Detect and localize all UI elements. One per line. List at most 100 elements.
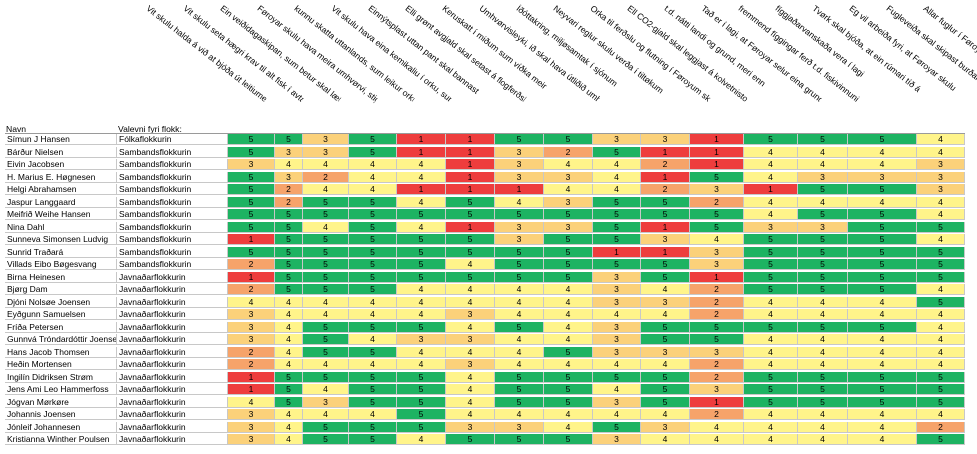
answer-cell[interactable]: 5 [798, 396, 848, 408]
answer-cell[interactable]: 5 [397, 371, 446, 383]
answer-cell[interactable]: 5 [544, 384, 593, 395]
answer-cell[interactable]: 1 [641, 146, 690, 158]
answer-cell[interactable]: 4 [275, 359, 303, 370]
answer-cell[interactable]: 3 [641, 421, 690, 433]
answer-cell[interactable]: 2 [275, 196, 303, 208]
party-cell[interactable]: Sambandsflokkurin [117, 171, 228, 183]
answer-cell[interactable]: 5 [848, 184, 917, 195]
answer-cell[interactable]: 1 [397, 146, 446, 158]
answer-cell[interactable]: 5 [848, 396, 917, 408]
answer-cell[interactable]: 4 [544, 409, 593, 420]
answer-cell[interactable]: 5 [495, 384, 544, 395]
candidate-name-cell[interactable]: Sunrid Traðará [5, 246, 117, 258]
answer-cell[interactable]: 5 [446, 209, 495, 220]
answer-cell[interactable]: 4 [544, 184, 593, 195]
answer-cell[interactable]: 5 [349, 434, 397, 445]
answer-cell[interactable]: 5 [544, 246, 593, 258]
answer-cell[interactable]: 4 [690, 234, 744, 245]
answer-cell[interactable]: 5 [228, 246, 275, 258]
answer-cell[interactable]: 4 [397, 284, 446, 295]
answer-cell[interactable]: 4 [798, 359, 848, 370]
answer-cell[interactable]: 5 [349, 371, 397, 383]
answer-cell[interactable]: 3 [593, 271, 641, 283]
answer-cell[interactable]: 4 [917, 359, 965, 370]
answer-cell[interactable]: 1 [228, 234, 275, 245]
answer-cell[interactable]: 3 [228, 434, 275, 445]
answer-cell[interactable]: 4 [544, 359, 593, 370]
answer-cell[interactable]: 5 [744, 321, 798, 333]
answer-cell[interactable]: 5 [848, 209, 917, 220]
answer-cell[interactable]: 3 [303, 396, 349, 408]
answer-cell[interactable]: 5 [349, 196, 397, 208]
answer-cell[interactable]: 5 [303, 271, 349, 283]
party-cell[interactable]: Javnaðarflokkurin [117, 296, 228, 308]
answer-cell[interactable]: 5 [275, 259, 303, 270]
answer-cell[interactable]: 4 [917, 334, 965, 345]
answer-cell[interactable]: 4 [349, 359, 397, 370]
answer-cell[interactable]: 5 [228, 146, 275, 158]
answer-cell[interactable]: 5 [744, 246, 798, 258]
answer-cell[interactable]: 5 [275, 209, 303, 220]
answer-cell[interactable]: 3 [397, 334, 446, 345]
answer-cell[interactable]: 5 [641, 384, 690, 395]
party-cell[interactable]: Javnaðarflokkurin [117, 409, 228, 420]
answer-cell[interactable]: 5 [303, 371, 349, 383]
answer-cell[interactable]: 5 [275, 246, 303, 258]
answer-cell[interactable]: 3 [544, 171, 593, 183]
answer-cell[interactable]: 5 [349, 396, 397, 408]
answer-cell[interactable]: 1 [744, 184, 798, 195]
answer-cell[interactable]: 3 [593, 346, 641, 358]
answer-cell[interactable]: 5 [397, 421, 446, 433]
answer-cell[interactable]: 4 [544, 296, 593, 308]
candidate-name-cell[interactable]: Djóni Nolsøe Joensen [5, 296, 117, 308]
answer-cell[interactable]: 4 [303, 221, 349, 233]
party-cell[interactable]: Sambandsflokkurin [117, 184, 228, 195]
answer-cell[interactable]: 5 [917, 396, 965, 408]
candidate-name-cell[interactable]: Sunneva Simonsen Ludvig [5, 234, 117, 245]
answer-cell[interactable]: 4 [397, 296, 446, 308]
answer-cell[interactable]: 4 [593, 309, 641, 320]
answer-cell[interactable]: 5 [349, 221, 397, 233]
answer-cell[interactable]: 5 [275, 234, 303, 245]
candidate-name-cell[interactable]: Ingilín Didriksen Strøm [5, 371, 117, 383]
answer-cell[interactable]: 4 [917, 146, 965, 158]
answer-cell[interactable]: 5 [798, 321, 848, 333]
answer-cell[interactable]: 2 [690, 409, 744, 420]
answer-cell[interactable]: 4 [744, 171, 798, 183]
answer-cell[interactable]: 4 [544, 334, 593, 345]
answer-cell[interactable]: 5 [303, 421, 349, 433]
answer-cell[interactable]: 4 [275, 434, 303, 445]
answer-cell[interactable]: 4 [798, 434, 848, 445]
answer-cell[interactable]: 5 [228, 209, 275, 220]
answer-cell[interactable]: 5 [495, 271, 544, 283]
answer-cell[interactable]: 4 [495, 309, 544, 320]
answer-cell[interactable]: 4 [275, 159, 303, 170]
answer-cell[interactable]: 4 [446, 296, 495, 308]
answer-cell[interactable]: 4 [917, 196, 965, 208]
party-cell[interactable]: Javnaðarflokkurin [117, 321, 228, 333]
candidate-name-cell[interactable]: Jens Ami Leo Hammerfoss [5, 384, 117, 395]
answer-cell[interactable]: 4 [446, 346, 495, 358]
answer-cell[interactable]: 5 [397, 321, 446, 333]
answer-cell[interactable]: 3 [917, 184, 965, 195]
answer-cell[interactable]: 5 [397, 409, 446, 420]
answer-cell[interactable]: 5 [744, 284, 798, 295]
answer-cell[interactable]: 4 [744, 159, 798, 170]
answer-cell[interactable]: 5 [303, 434, 349, 445]
answer-cell[interactable]: 4 [798, 334, 848, 345]
answer-cell[interactable]: 5 [798, 134, 848, 145]
answer-cell[interactable]: 5 [593, 196, 641, 208]
answer-cell[interactable]: 5 [744, 384, 798, 395]
answer-cell[interactable]: 4 [544, 309, 593, 320]
answer-cell[interactable]: 5 [917, 271, 965, 283]
answer-cell[interactable]: 3 [641, 234, 690, 245]
answer-cell[interactable]: 2 [690, 296, 744, 308]
answer-cell[interactable]: 4 [228, 296, 275, 308]
answer-cell[interactable]: 4 [303, 159, 349, 170]
answer-cell[interactable]: 4 [641, 284, 690, 295]
candidate-name-cell[interactable]: Símun J Hansen [5, 134, 117, 145]
answer-cell[interactable]: 4 [641, 359, 690, 370]
answer-cell[interactable]: 1 [446, 171, 495, 183]
answer-cell[interactable]: 5 [544, 346, 593, 358]
answer-cell[interactable]: 5 [593, 421, 641, 433]
